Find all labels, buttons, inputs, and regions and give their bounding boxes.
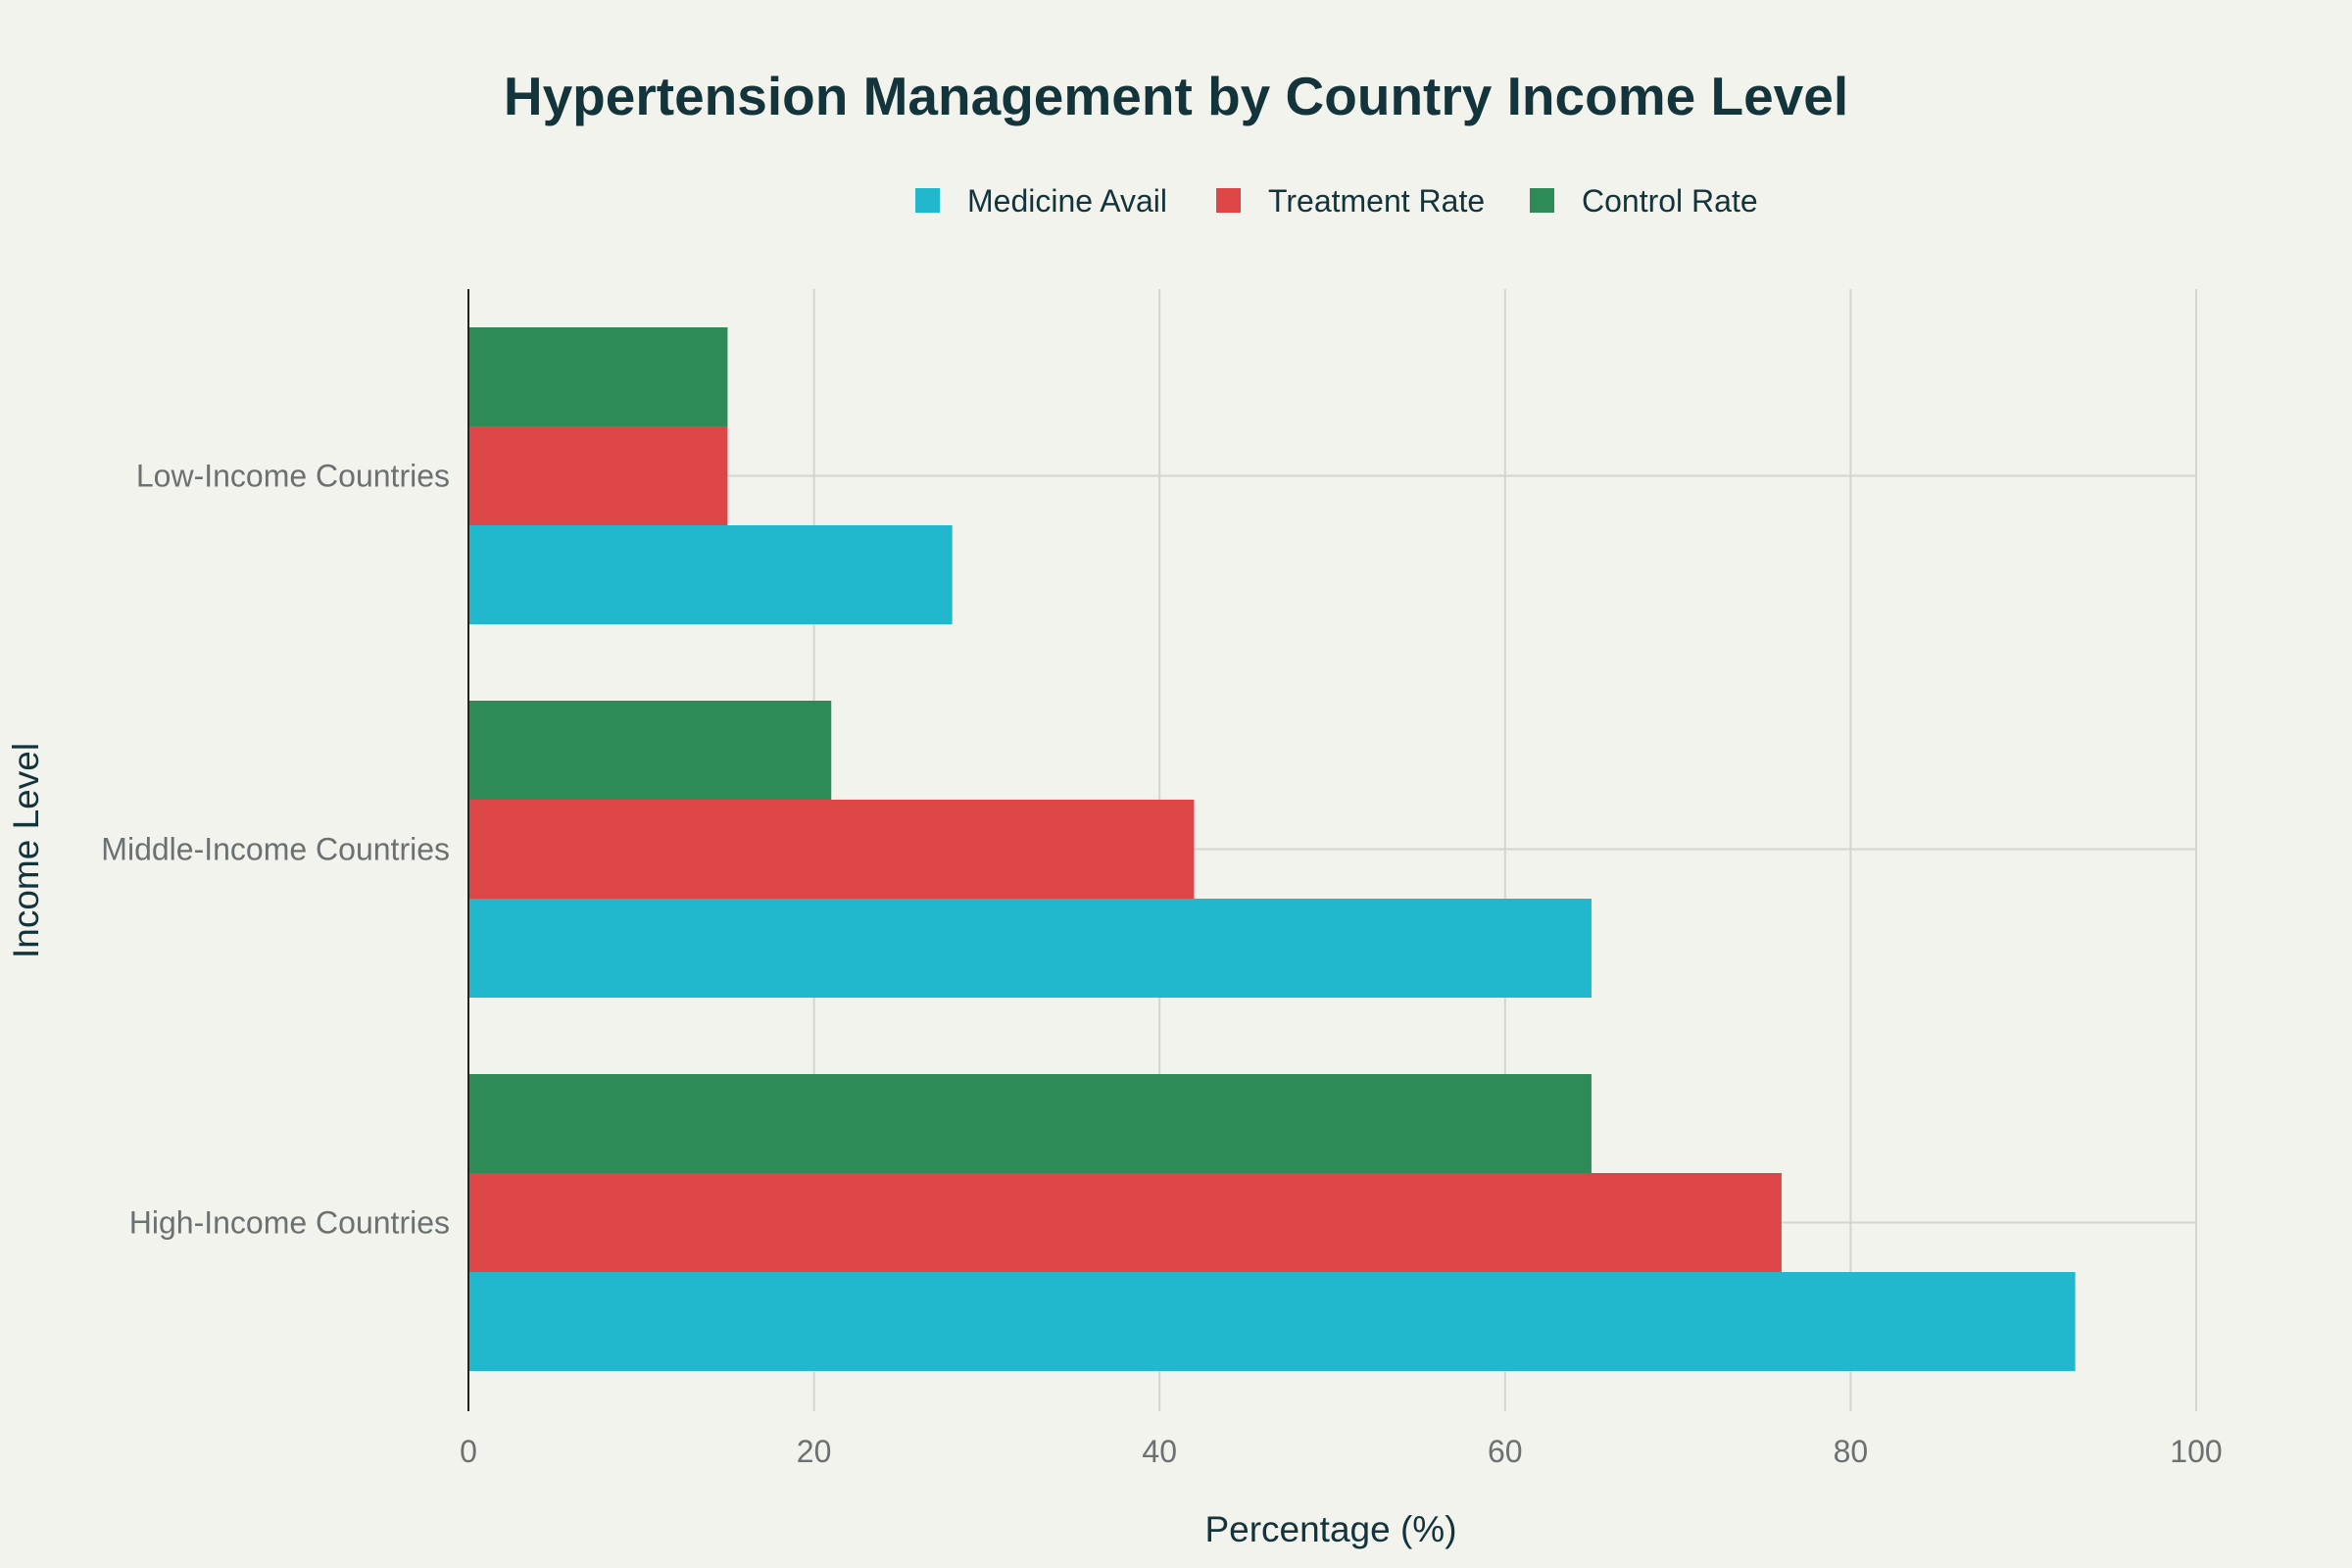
- y-tick-label-middle-income-countries: Middle-Income Countries: [101, 832, 450, 867]
- bar-treatment-rate-high-income-countries: [468, 1173, 1782, 1272]
- x-axis-title: Percentage (%): [1204, 1509, 1456, 1549]
- x-tick-label: 20: [797, 1434, 832, 1469]
- x-tick-label: 100: [2170, 1434, 2222, 1469]
- x-tick-label: 80: [1834, 1434, 1869, 1469]
- y-tick-label-low-income-countries: Low-Income Countries: [136, 459, 450, 494]
- bar-treatment-rate-low-income-countries: [468, 426, 728, 525]
- x-tick-label: 0: [460, 1434, 477, 1469]
- legend: Medicine Avail Treatment Rate Control Rate: [915, 183, 1758, 219]
- y-tick-labels: Low-Income Countries Middle-Income Countr…: [101, 459, 450, 1241]
- bar-control-rate-middle-income-countries: [468, 701, 832, 800]
- bar-medicine-avail-high-income-countries: [468, 1272, 2076, 1371]
- legend-label-control-rate: Control Rate: [1582, 183, 1758, 219]
- x-tick-label: 40: [1142, 1434, 1177, 1469]
- legend-label-medicine-avail: Medicine Avail: [967, 183, 1167, 219]
- x-tick-label: 60: [1488, 1434, 1523, 1469]
- chart-title: Hypertension Management by Country Incom…: [504, 66, 1848, 126]
- bar-treatment-rate-middle-income-countries: [468, 800, 1195, 899]
- legend-swatch-medicine-avail: [915, 188, 940, 213]
- bar-medicine-avail-low-income-countries: [468, 525, 953, 624]
- legend-label-treatment-rate: Treatment Rate: [1268, 183, 1485, 219]
- bar-control-rate-high-income-countries: [468, 1074, 1592, 1173]
- bar-control-rate-low-income-countries: [468, 327, 728, 426]
- bar-medicine-avail-middle-income-countries: [468, 899, 1592, 998]
- x-tick-labels: 0 20 40 60 80 100: [460, 1434, 2223, 1469]
- legend-swatch-control-rate: [1530, 188, 1554, 213]
- y-axis-title: Income Level: [6, 743, 46, 958]
- bars: [468, 327, 2076, 1371]
- y-tick-label-high-income-countries: High-Income Countries: [129, 1205, 450, 1241]
- legend-swatch-treatment-rate: [1216, 188, 1241, 213]
